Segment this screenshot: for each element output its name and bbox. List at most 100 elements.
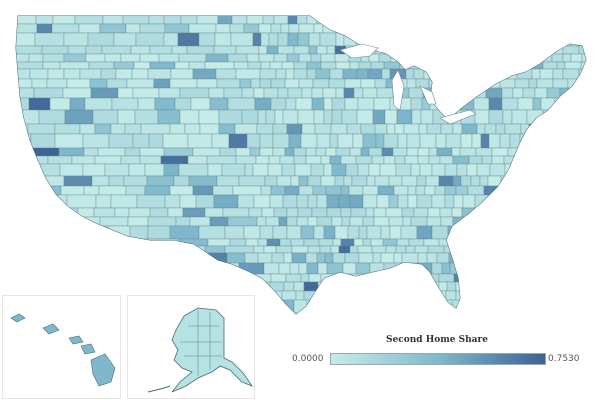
county bbox=[322, 23, 337, 34]
county bbox=[306, 61, 322, 70]
county bbox=[249, 147, 261, 157]
county bbox=[525, 23, 539, 34]
county bbox=[380, 225, 391, 240]
county bbox=[393, 185, 409, 196]
county bbox=[411, 109, 422, 125]
county bbox=[570, 245, 581, 254]
county bbox=[16, 194, 30, 209]
county bbox=[459, 23, 472, 34]
county bbox=[319, 245, 332, 254]
county bbox=[293, 299, 308, 314]
county bbox=[498, 252, 515, 264]
county bbox=[257, 238, 268, 247]
lake-superior bbox=[339, 43, 379, 59]
county bbox=[384, 109, 398, 125]
county bbox=[382, 290, 398, 301]
county bbox=[563, 262, 578, 275]
county bbox=[514, 78, 530, 89]
county bbox=[108, 133, 134, 149]
county bbox=[464, 87, 477, 99]
county bbox=[38, 109, 66, 125]
county bbox=[548, 312, 561, 314]
county bbox=[410, 216, 428, 227]
county bbox=[340, 155, 357, 165]
county bbox=[536, 290, 546, 301]
county bbox=[16, 97, 30, 111]
county bbox=[155, 245, 183, 254]
county bbox=[506, 262, 522, 275]
county bbox=[429, 61, 441, 70]
county bbox=[536, 194, 550, 209]
county bbox=[111, 252, 142, 264]
county bbox=[345, 299, 361, 314]
county bbox=[258, 53, 275, 63]
county bbox=[147, 68, 172, 80]
county bbox=[39, 185, 62, 196]
county bbox=[381, 68, 391, 80]
county bbox=[303, 281, 319, 292]
county bbox=[397, 45, 408, 55]
county bbox=[266, 45, 279, 55]
county bbox=[565, 147, 577, 157]
county bbox=[524, 299, 537, 314]
county bbox=[405, 245, 416, 254]
county bbox=[89, 78, 108, 89]
county bbox=[254, 97, 272, 111]
county bbox=[535, 281, 551, 292]
county bbox=[370, 290, 384, 301]
county bbox=[385, 207, 403, 218]
county bbox=[16, 281, 42, 292]
county bbox=[475, 147, 493, 157]
county bbox=[72, 273, 102, 283]
county bbox=[452, 123, 463, 135]
county bbox=[320, 273, 338, 283]
county bbox=[556, 32, 572, 47]
county bbox=[447, 45, 457, 55]
county bbox=[294, 163, 312, 177]
county bbox=[306, 262, 319, 275]
county bbox=[277, 45, 295, 55]
county bbox=[46, 252, 64, 264]
county bbox=[412, 53, 426, 63]
county bbox=[428, 147, 438, 157]
county bbox=[318, 238, 334, 247]
county bbox=[178, 163, 209, 177]
county bbox=[334, 299, 347, 314]
county bbox=[488, 45, 505, 55]
county bbox=[42, 53, 65, 63]
county bbox=[147, 216, 177, 227]
county bbox=[426, 123, 442, 135]
county bbox=[551, 16, 564, 25]
oahu bbox=[42, 323, 60, 335]
county bbox=[448, 16, 461, 25]
county bbox=[295, 97, 313, 111]
county bbox=[439, 53, 455, 63]
county bbox=[372, 109, 386, 125]
county bbox=[401, 207, 415, 218]
county bbox=[189, 216, 211, 227]
county bbox=[270, 78, 286, 89]
county bbox=[382, 238, 398, 247]
county bbox=[139, 53, 160, 63]
county bbox=[480, 290, 495, 301]
county bbox=[383, 61, 401, 70]
county bbox=[355, 262, 371, 275]
county bbox=[269, 194, 284, 209]
county bbox=[328, 312, 343, 314]
county bbox=[408, 238, 425, 247]
county bbox=[149, 61, 176, 70]
county bbox=[589, 226, 600, 239]
county bbox=[98, 185, 127, 196]
legend-min-label: 0.0000 bbox=[292, 354, 324, 364]
county bbox=[555, 133, 565, 149]
county bbox=[199, 123, 220, 135]
county bbox=[267, 290, 283, 301]
county bbox=[394, 155, 406, 165]
county bbox=[548, 245, 560, 254]
county bbox=[320, 53, 336, 63]
county bbox=[181, 281, 203, 292]
county bbox=[353, 238, 364, 247]
county bbox=[320, 61, 337, 70]
county bbox=[252, 290, 269, 301]
county bbox=[406, 133, 421, 149]
